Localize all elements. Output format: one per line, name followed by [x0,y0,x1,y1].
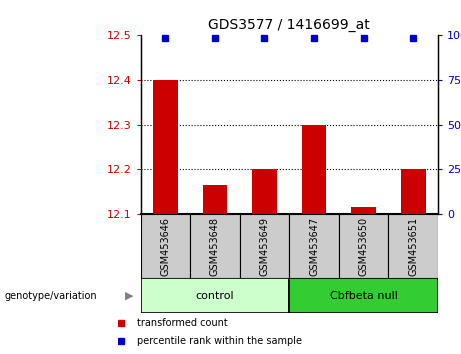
Text: ▶: ▶ [125,291,133,301]
Text: GSM453651: GSM453651 [408,216,418,276]
Text: control: control [195,291,234,301]
Text: GSM453647: GSM453647 [309,216,319,276]
Bar [141,278,290,313]
Text: genotype/variation: genotype/variation [5,291,97,301]
Text: GSM453646: GSM453646 [160,217,171,275]
Bar [301,125,326,214]
Bar [190,214,240,278]
Bar [153,80,178,214]
Bar [141,214,190,278]
Bar [351,207,376,214]
Text: percentile rank within the sample: percentile rank within the sample [137,336,302,346]
Bar [401,170,426,214]
Bar [290,214,339,278]
Text: Cbfbeta null: Cbfbeta null [330,291,397,301]
Bar [290,278,438,313]
Bar [240,214,290,278]
Text: GSM453648: GSM453648 [210,217,220,275]
Bar [252,170,277,214]
Bar [202,185,227,214]
Title: GDS3577 / 1416699_at: GDS3577 / 1416699_at [208,18,370,32]
Text: GSM453649: GSM453649 [260,217,270,275]
Text: transformed count: transformed count [137,318,228,328]
Text: GSM453650: GSM453650 [359,216,369,276]
Bar [339,214,388,278]
Bar [388,214,438,278]
